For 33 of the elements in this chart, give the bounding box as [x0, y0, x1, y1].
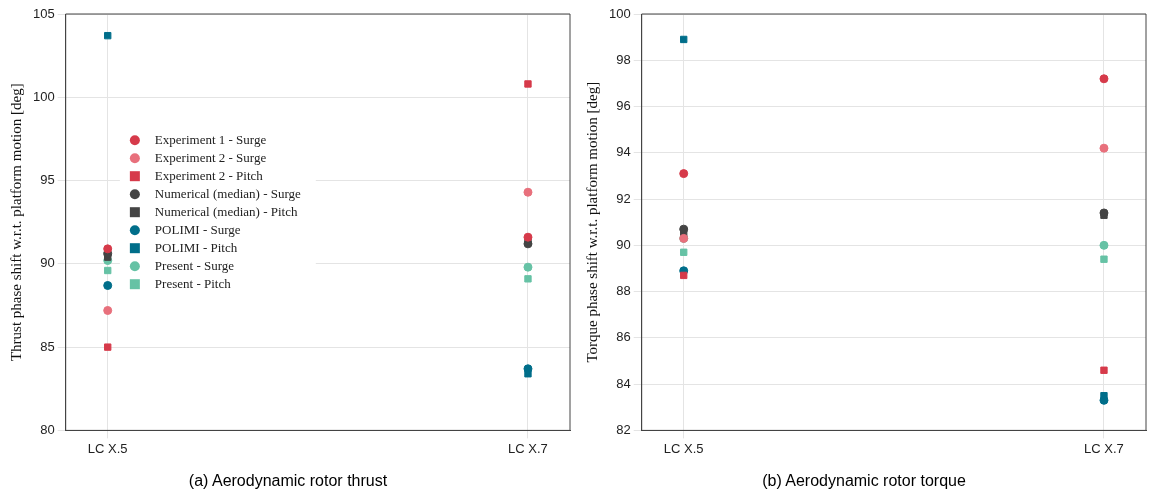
y-tick-label: 80: [40, 421, 55, 437]
legend-label: POLIMI - Pitch: [154, 239, 238, 255]
y-tick-label: 105: [32, 5, 55, 21]
y-tick-label: 100: [32, 88, 55, 104]
legend-label: Experiment 2 - Surge: [154, 149, 267, 165]
text: (b) Aerodynamic rotor torque: [761, 472, 967, 490]
y-tick-label: 94: [616, 144, 631, 160]
legend-label: Present - Pitch: [154, 275, 232, 291]
y-tick-label: 86: [616, 329, 631, 345]
legend-label: Numerical (median) - Surge: [154, 185, 302, 201]
x-tick-label: LC X.7: [1084, 440, 1124, 456]
legend-label: Experiment 2 - Pitch: [154, 167, 264, 183]
legend-label: Experiment 1 - Surge: [154, 131, 267, 147]
y-tick-label: 84: [616, 375, 631, 391]
x-tick-label: LC X.7: [508, 440, 548, 456]
y-tick-label: 90: [616, 236, 631, 252]
legend-label: Present - Surge: [154, 257, 235, 273]
y-tick-label: 88: [616, 283, 631, 299]
y-tick-label: 98: [616, 51, 631, 67]
x-tick-label: LC X.5: [663, 440, 704, 456]
x-tick-label: LC X.5: [87, 440, 128, 456]
y-tick-label: 90: [40, 255, 55, 271]
y-tick-label: 82: [616, 421, 631, 437]
y-tick-label: 85: [40, 338, 55, 354]
y-tick-label: 95: [40, 172, 55, 188]
y-axis-title: Thrust phase shift w.r.t. platform motion [deg]: [7, 83, 24, 362]
y-axis-title: Torque phase shift w.r.t. platform motion [deg]: [583, 81, 600, 363]
y-tick-label: 100: [608, 5, 631, 21]
legend-label: Numerical (median) - Pitch: [154, 203, 298, 219]
y-tick-label: 96: [616, 98, 631, 114]
text: (a) Aerodynamic rotor thrust: [187, 472, 389, 490]
y-tick-label: 92: [616, 190, 631, 206]
legend-label: POLIMI - Surge: [154, 221, 241, 237]
